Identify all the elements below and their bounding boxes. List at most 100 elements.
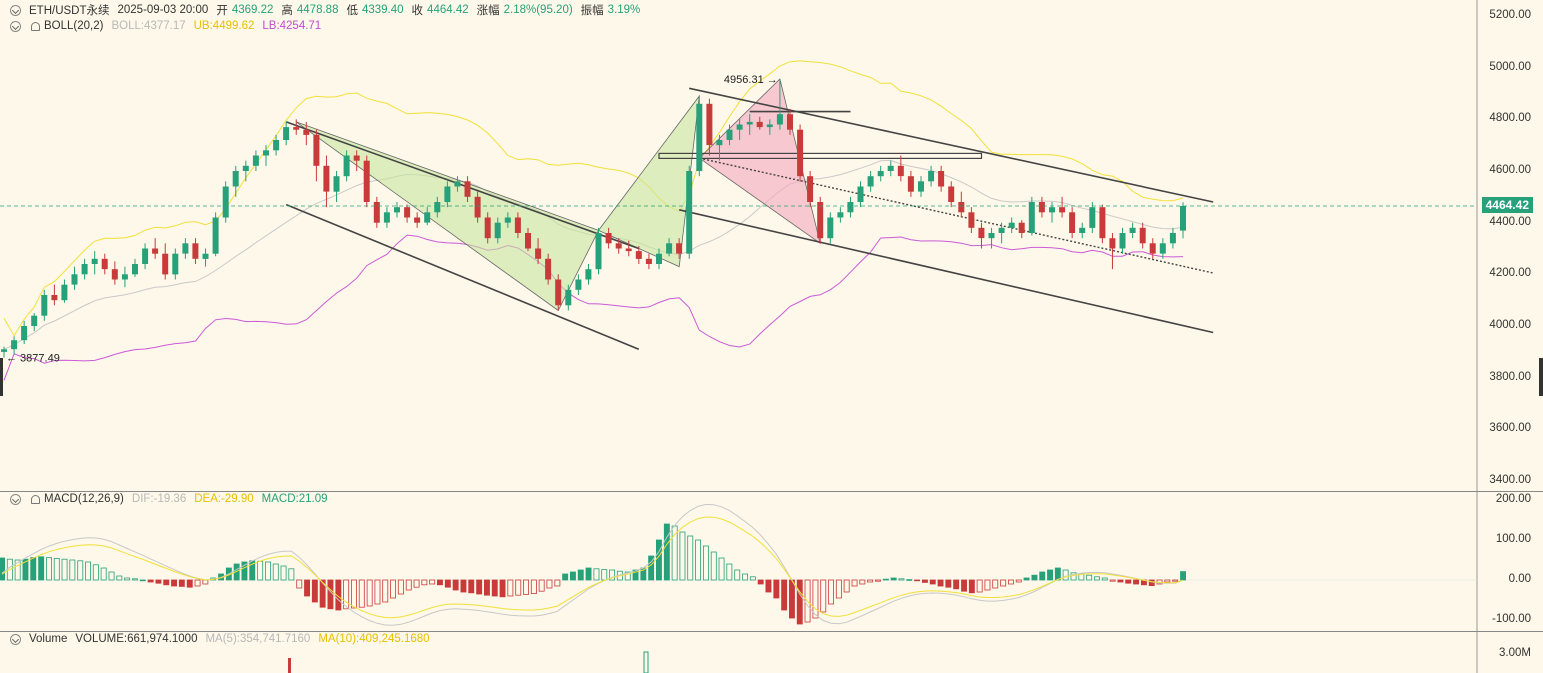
macd-bar [968, 579, 975, 594]
candle [232, 171, 239, 187]
macd-bar [296, 579, 303, 589]
candle [968, 212, 975, 228]
macd-bar [1101, 577, 1108, 581]
macd-bar [53, 558, 60, 581]
collapse-icon[interactable] [10, 4, 21, 16]
macd-bar [311, 579, 318, 603]
macd-bar [757, 579, 764, 585]
candle [787, 114, 793, 130]
amp-value: 3.19% [607, 4, 641, 16]
candle [222, 186, 229, 218]
candle [152, 248, 159, 254]
trend-line-dotted [699, 157, 1214, 274]
candle [1099, 207, 1106, 239]
candle [756, 121, 763, 128]
candle [807, 176, 814, 202]
candle [635, 251, 642, 259]
macd-bar [288, 568, 295, 581]
candle [434, 202, 441, 213]
macd-bar [468, 579, 475, 594]
candle [121, 274, 128, 280]
macd-bar [976, 579, 983, 593]
collapse-icon[interactable] [10, 633, 21, 645]
channel-line [285, 121, 640, 250]
macd-bar [390, 579, 396, 599]
candle [21, 326, 28, 341]
macd-tick-label: -100.00 [1491, 613, 1531, 625]
candle [353, 155, 360, 161]
macd-bar [429, 579, 436, 585]
macd-bar [929, 579, 936, 585]
candle [1089, 207, 1096, 228]
channel-line [285, 203, 640, 351]
boll-mid: BOLL:4377.17 [111, 20, 186, 32]
price-tick-label: 4400.00 [1489, 215, 1531, 228]
macd-bar [898, 578, 905, 581]
macd-bar [695, 539, 701, 581]
candle [293, 127, 300, 130]
price-tick-label: 4600.00 [1489, 164, 1531, 176]
macd-bar [945, 579, 952, 588]
macd-tick-label: 200.00 [1495, 493, 1531, 505]
macd-bar [272, 563, 279, 581]
candle [343, 155, 350, 177]
macd-bar [1023, 577, 1030, 581]
macd-bar [663, 523, 670, 581]
volume-name: Volume [29, 633, 68, 645]
boll-lb: LB:4254.71 [262, 20, 322, 32]
bell-icon[interactable] [31, 21, 40, 31]
candle [988, 233, 995, 239]
candle [363, 160, 370, 202]
collapse-icon[interactable] [10, 493, 21, 505]
candle [454, 181, 461, 187]
macd-bar [789, 579, 795, 619]
macd-legend: MACD(12,26,9) DIF:-19.36 DEA:-29.90 MACD… [10, 493, 332, 505]
bell-icon[interactable] [31, 494, 40, 504]
macd-bar [483, 579, 490, 596]
candle [736, 124, 743, 130]
macd-tick-label: 0.00 [1508, 573, 1531, 585]
candle [887, 165, 894, 171]
macd-bar [1039, 571, 1046, 581]
macd-bar [405, 579, 412, 591]
candle [464, 181, 471, 197]
macd-bar [570, 571, 576, 581]
macd-bar [1015, 579, 1022, 583]
price-tick-label: 4000.00 [1489, 319, 1531, 331]
candle [192, 243, 199, 259]
low-label: 低 [346, 5, 358, 17]
high-value: 4478.88 [296, 4, 339, 16]
candle [948, 186, 955, 202]
candle [857, 186, 864, 202]
macd-bar [374, 579, 381, 605]
macd-bar [22, 558, 29, 581]
candle [1059, 207, 1066, 213]
macd-bar [523, 579, 529, 595]
candle [535, 248, 542, 259]
candle [545, 258, 552, 280]
candle [252, 155, 259, 166]
macd-bar [397, 579, 404, 595]
macd-bar [343, 579, 350, 610]
macd-bar [882, 578, 889, 581]
candle [1159, 243, 1166, 254]
candle [555, 279, 562, 306]
macd-bar [546, 579, 553, 589]
candle [424, 212, 431, 223]
amp-label: 振幅 [580, 5, 604, 17]
open-value: 4369.22 [231, 4, 274, 16]
macd-bar [585, 567, 592, 581]
macd-bar [507, 579, 514, 597]
candle [867, 176, 874, 187]
candle [877, 171, 884, 177]
candle [444, 186, 451, 202]
macd-dif: DIF:-19.36 [131, 493, 187, 505]
macd-bar [163, 579, 170, 586]
candle [645, 258, 652, 264]
collapse-icon[interactable] [10, 20, 21, 32]
volume-ma5: MA(5):354,741.7160 [205, 633, 311, 645]
candle [504, 217, 511, 223]
macd-bar [867, 579, 874, 583]
